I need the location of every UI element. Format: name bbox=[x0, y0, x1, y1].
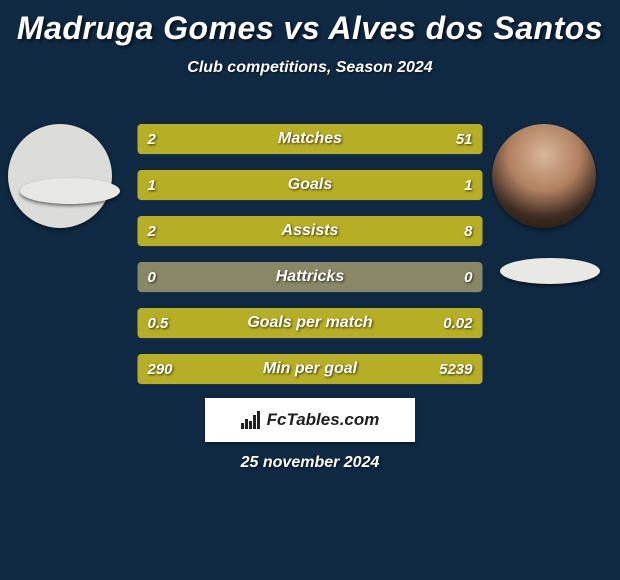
stat-value-right: 1 bbox=[454, 170, 482, 200]
stat-label: Goals per match bbox=[138, 308, 483, 338]
player-left-chip bbox=[20, 178, 120, 204]
stat-value-right: 0 bbox=[454, 262, 482, 292]
stat-value-right: 8 bbox=[454, 216, 482, 246]
stat-value-left: 2 bbox=[138, 216, 166, 246]
player-left-avatar bbox=[8, 124, 112, 228]
stat-value-right: 51 bbox=[446, 124, 483, 154]
page-subtitle: Club competitions, Season 2024 bbox=[0, 59, 620, 77]
stat-value-left: 2 bbox=[138, 124, 166, 154]
player-right-chip bbox=[500, 258, 600, 284]
stat-bar: Matches2 51 bbox=[138, 124, 483, 154]
stat-bar: Goals per match0.5 0.02 bbox=[138, 308, 483, 338]
stat-value-left: 290 bbox=[138, 354, 183, 384]
date-label: 25 november 2024 bbox=[0, 454, 620, 472]
stat-value-left: 0.5 bbox=[138, 308, 179, 338]
stat-value-right: 5239 bbox=[429, 354, 482, 384]
brand-text: FcTables.com bbox=[267, 410, 380, 430]
stat-label: Goals bbox=[138, 170, 483, 200]
stat-bar: Assists2 8 bbox=[138, 216, 483, 246]
stat-label: Assists bbox=[138, 216, 483, 246]
brand-logo-icon bbox=[241, 411, 261, 429]
stat-label: Hattricks bbox=[138, 262, 483, 292]
stat-bar: Min per goal2905239 bbox=[138, 354, 483, 384]
stat-bar: Goals1 1 bbox=[138, 170, 483, 200]
player-right-avatar bbox=[492, 124, 596, 228]
stat-value-left: 0 bbox=[138, 262, 166, 292]
stat-label: Matches bbox=[138, 124, 483, 154]
stat-value-right: 0.02 bbox=[433, 308, 482, 338]
stats-bars: Matches251Goals11Assists28Hattricks00Goa… bbox=[138, 124, 483, 400]
page-title: Madruga Gomes vs Alves dos Santos bbox=[0, 0, 620, 47]
stat-value-left: 1 bbox=[138, 170, 166, 200]
brand-badge: FcTables.com bbox=[205, 398, 415, 442]
stat-bar: Hattricks0 0 bbox=[138, 262, 483, 292]
